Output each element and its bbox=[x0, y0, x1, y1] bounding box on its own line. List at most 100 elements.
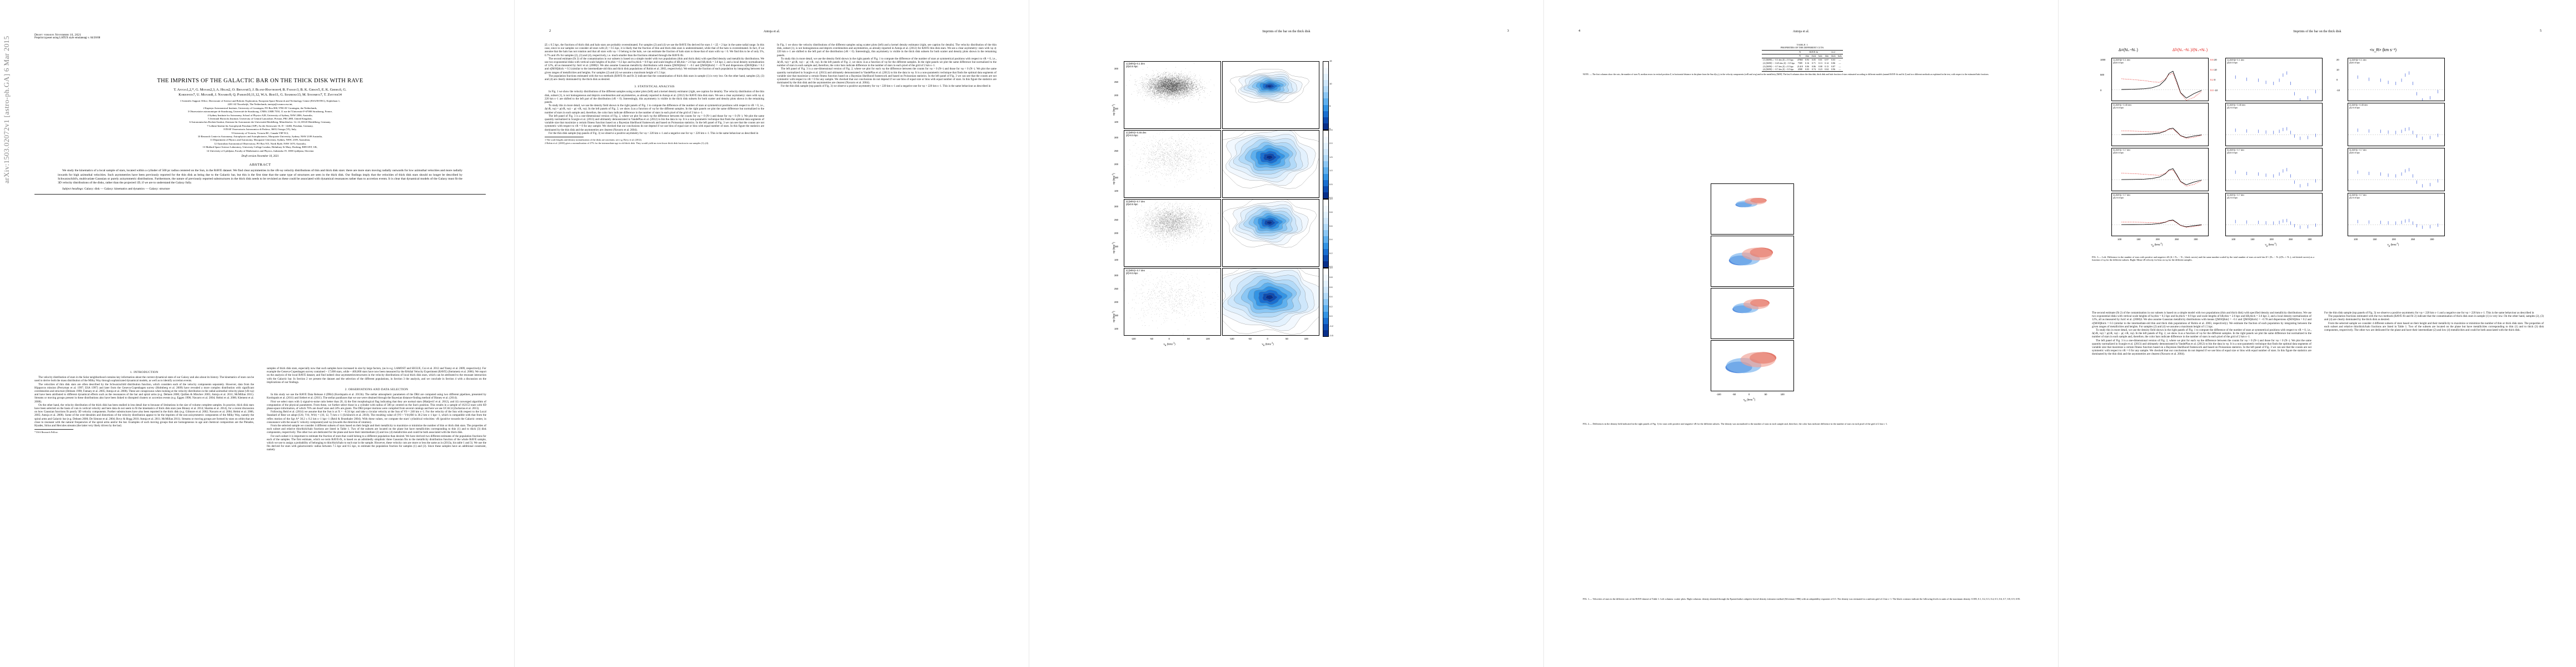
figure-3-y-tick-right: 0.4 bbox=[2210, 68, 2214, 72]
figure-3-x-title: vφ (kms-1) bbox=[2265, 242, 2277, 247]
section-heading-observations: 2. OBSERVATIONS AND DATA SELECTION bbox=[345, 388, 408, 392]
figure-panel-4-scatter bbox=[1124, 268, 1221, 336]
x-axis-title: vR (kms-1) bbox=[1743, 397, 1756, 402]
table-1: TABLE 1 PROPERTIES OF THE DIFFERENT CUTS… bbox=[1583, 43, 2022, 76]
figure-3-panel-delta-1 bbox=[2111, 58, 2209, 101]
figure-3-y-tick: 0 bbox=[2336, 78, 2338, 82]
subject-headings-label: Subject headings: bbox=[62, 187, 84, 191]
figure-3-x-tick: 250 bbox=[2411, 238, 2415, 241]
authors-line-2: Kordopatis7, U. Munari8, J. Navarro9, Q.… bbox=[178, 93, 342, 97]
table-row: (1) [M/H] ≥ −0.1 dex |Z| ≤ 0.5 kpc 47865 0… bbox=[1762, 58, 1843, 61]
figure-panel-4-kde bbox=[1222, 268, 1319, 336]
table-cell: (2) [M/H] < −0.45 dex |Z| > 0.5 kpc bbox=[1763, 61, 1795, 64]
figure-panel-1-scatter bbox=[1124, 61, 1221, 129]
figure-3-x-tick: 150 bbox=[2136, 238, 2141, 241]
figure-3-panel-label-3: 3) [M/H]<−0.7 dex |Z|≤0.5 kpc bbox=[2113, 148, 2131, 155]
figure-3-y-tick-right: 0.0 bbox=[2210, 88, 2214, 92]
page5-column-2: For the thin disk sample (top panels of … bbox=[2324, 311, 2544, 332]
figure-3-panel-label-2: 2) [M/H]<−0.45 dex |Z|>0.5 kpc bbox=[2113, 103, 2132, 109]
colorbar-tick-label: 2.5 bbox=[1329, 128, 1333, 131]
figure-3-x-tick: 300 bbox=[2194, 238, 2198, 241]
colorbar-tick-label: -0.2 bbox=[1329, 324, 1333, 327]
figure-3-panel-label-4: 4) [M/H]<−0.7 dex |Z|>0.5 kpc bbox=[2349, 193, 2367, 200]
page-number-3: 3 bbox=[1507, 29, 1509, 33]
panel-label-2: 2) [M/H]<-0.45 dex |Z|>0.5 kpc bbox=[1126, 131, 1147, 137]
figure-3-panel-delta-2 bbox=[2111, 103, 2209, 146]
table-cell: — bbox=[1838, 58, 1841, 61]
page1-column-1: 1. INTRODUCTION The velocity distributio… bbox=[34, 371, 254, 434]
figure-3-x-tick: 200 bbox=[2269, 238, 2274, 241]
page1-column-2: samples of thick disk stars, especially … bbox=[267, 367, 486, 452]
y-tick-label: 200 bbox=[1114, 301, 1118, 304]
x-tick-label: -50 bbox=[1732, 393, 1736, 396]
figure-3-header-right: <v_R> (km s⁻¹) bbox=[2370, 48, 2397, 52]
table-cell: 0.86 bbox=[1811, 64, 1816, 68]
page-5: Imprints of the bar on the thick disk 5 … bbox=[2059, 0, 2576, 667]
abstract-heading: ABSTRACT bbox=[249, 163, 271, 167]
figure-3-y-tick-right: 0.2 bbox=[2210, 78, 2214, 82]
x-tick-label: 50 bbox=[1187, 337, 1190, 340]
figure-3-caption: FIG. 3.— Left: Difference in the number … bbox=[2092, 256, 2314, 262]
page-title: THE IMPRINTS OF THE GALACTIC BAR ON THE … bbox=[157, 78, 363, 84]
table-1-grid: N RAVE-fit fit 2 N thin thick halo thin … bbox=[1761, 50, 1843, 72]
page-number-5: 5 bbox=[2539, 29, 2542, 33]
table-row: (4) [M/H] < −0.7 dex |Z| > 0.5 kpc 4588 0.… bbox=[1761, 68, 1843, 72]
figure-3-x-tick: 100 bbox=[2354, 238, 2358, 241]
colorbar-tick-label: 15 bbox=[1329, 59, 1332, 62]
y-tick-label: 100 bbox=[1114, 327, 1118, 331]
page-separator-3 bbox=[1543, 0, 1544, 667]
figure-1-caption: FIG. 1.— Velocities of stars in the diff… bbox=[1583, 598, 2021, 600]
figure-3-panel-mean-vr-2-3 bbox=[2348, 148, 2445, 191]
preprint-line: Preprint typeset using LATEX style emula… bbox=[34, 37, 101, 39]
colorbar-tick-label: 0.6 bbox=[1329, 224, 1333, 227]
table-row: (3) [M/H] < −0.7 dex |Z| ≤ 0.5 kpc 21418 0… bbox=[1762, 64, 1843, 68]
figure-3-y-tick: 20 bbox=[2336, 58, 2339, 61]
colorbar-tick-label: 0 bbox=[1329, 127, 1331, 130]
x-tick-label: 0 bbox=[1168, 337, 1170, 340]
colorbar-tick-label: 0.6 bbox=[1329, 285, 1333, 288]
table-cell: 0.97 bbox=[1825, 58, 1829, 61]
page-number-4: 4 bbox=[1578, 29, 1581, 33]
colorbar-tick-label: 0.4 bbox=[1329, 295, 1333, 298]
y-tick-label: 150 bbox=[1114, 314, 1118, 317]
figure-3-y-tick: 10 bbox=[2214, 68, 2217, 72]
colorbar-tick-label: 10 bbox=[1329, 82, 1332, 85]
figure-3-y-tick: -10 bbox=[2214, 88, 2218, 92]
y-tick-label: 100 bbox=[1114, 121, 1118, 124]
y-axis-title: vφ (kms-1) bbox=[1112, 173, 1115, 185]
colorbar-tick-label: 0.8 bbox=[1329, 211, 1333, 214]
figure-3-y-tick-right: 0.6 bbox=[2210, 58, 2214, 61]
table-note: NOTE. — The first columns show the cuts,… bbox=[1583, 73, 1989, 76]
figure-3-panel-mean-vr-2-1 bbox=[2348, 58, 2445, 101]
y-tick-label: 300 bbox=[1114, 136, 1118, 140]
draft-version-italic: Draft version November 10, 2021 bbox=[241, 155, 279, 158]
authors-line-1: T. Antoja1,2,*, G. Monari2,3, A. Helmi2,… bbox=[173, 88, 347, 92]
x-tick-label: 50 bbox=[1764, 393, 1767, 396]
footnote-rule bbox=[34, 429, 73, 430]
table-cell: 0.96 bbox=[1831, 68, 1836, 71]
figure-3-panel-mean-vr-2-2 bbox=[2348, 103, 2445, 146]
x-tick-label: -100 bbox=[1131, 337, 1136, 340]
colorbar-3 bbox=[1323, 199, 1329, 268]
y-tick-label: 300 bbox=[1114, 205, 1118, 208]
table-label: TABLE 1 bbox=[1796, 43, 1808, 46]
figure-3-header-left: Δ=(N₊−N₋) bbox=[2119, 48, 2139, 52]
x-tick-label: -50 bbox=[1149, 337, 1153, 340]
colorbar-tick-label: 0.5 bbox=[1329, 182, 1333, 186]
table-header-row: N thin thick halo thin thick halo bbox=[1761, 54, 1843, 58]
figure-3-y-tick: -10 bbox=[2336, 88, 2340, 92]
figure-3-x-tick: 250 bbox=[2175, 238, 2179, 241]
table-cell: 0.71 bbox=[1811, 61, 1816, 64]
figure-3-y-tick: 500 bbox=[2100, 73, 2104, 77]
x-tick-label: 100 bbox=[1780, 393, 1785, 396]
figure-3-panel-mean-vr-2 bbox=[2225, 103, 2323, 146]
figure-3-y-tick: 0 bbox=[2214, 78, 2216, 82]
colorbar-tick-label: 1.0 bbox=[1329, 197, 1333, 200]
arxiv-stamp: arXiv:1503.02072v1 [astro-ph.GA] 6 Mar 2… bbox=[2, 36, 11, 183]
running-head-3: Imprints of the bar on the thick disk bbox=[1262, 30, 1311, 33]
figure-panel-1-kde bbox=[1222, 61, 1319, 129]
page-4: 4 Antoja et al. TABLE 1 PROPERTIES OF TH… bbox=[1544, 0, 2058, 667]
table-cell: 0.08 bbox=[1818, 64, 1822, 68]
table-cell: 0.74 bbox=[1811, 68, 1816, 71]
